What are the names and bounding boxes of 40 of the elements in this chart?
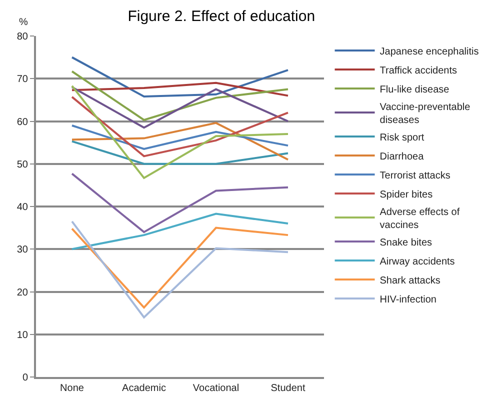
line-series <box>71 96 289 158</box>
legend-label: Traffick accidents <box>380 65 458 76</box>
legend-label: Terrorist attacks <box>380 170 450 182</box>
y-tick-label: 50 <box>16 159 28 170</box>
line-series <box>71 56 289 98</box>
y-axis-title: % <box>19 17 28 28</box>
x-tick-label: Academic <box>122 383 166 394</box>
y-tick-label: 80 <box>16 32 28 42</box>
y-tick-label: 60 <box>16 116 28 128</box>
legend-label: Adverse effects of vaccines <box>380 206 460 231</box>
x-tick-label: Vocational <box>192 383 240 394</box>
legend-label: Flu-like disease <box>380 84 450 96</box>
line-series <box>71 82 289 97</box>
line-series <box>71 220 289 318</box>
y-tick-label: 30 <box>16 244 28 256</box>
y-tick-label: 40 <box>16 202 28 213</box>
line-series <box>71 70 289 121</box>
line-series <box>71 124 289 150</box>
chart-title: Figure 2. Effect of education <box>128 8 316 25</box>
line-series <box>71 84 289 179</box>
y-tick-label: 70 <box>16 74 28 86</box>
legend-label: Spider bites <box>380 189 433 200</box>
y-tick-label: 0 <box>22 372 28 384</box>
legend-label: Vaccine-preventable diseases <box>380 102 471 126</box>
y-tick-label: 10 <box>16 330 28 341</box>
legend-label: Diarrhoea <box>380 151 424 162</box>
y-tick-label: 20 <box>16 287 28 298</box>
legend-label: Japanese encephalitis <box>380 46 479 58</box>
line-series <box>71 86 289 129</box>
legend-label: HIV-infection <box>380 294 436 306</box>
x-tick-label: Student <box>270 383 306 394</box>
line-series <box>71 122 289 161</box>
line-series <box>71 212 289 250</box>
legend-label: Airway accidents <box>380 256 455 268</box>
line-series <box>71 172 289 234</box>
legend-label: Risk sport <box>380 132 424 144</box>
x-tick-label: None <box>60 383 84 394</box>
legend-label: Snake bites <box>380 237 432 248</box>
line-series <box>71 226 289 309</box>
legend-label: Shark attacks <box>380 275 440 286</box>
